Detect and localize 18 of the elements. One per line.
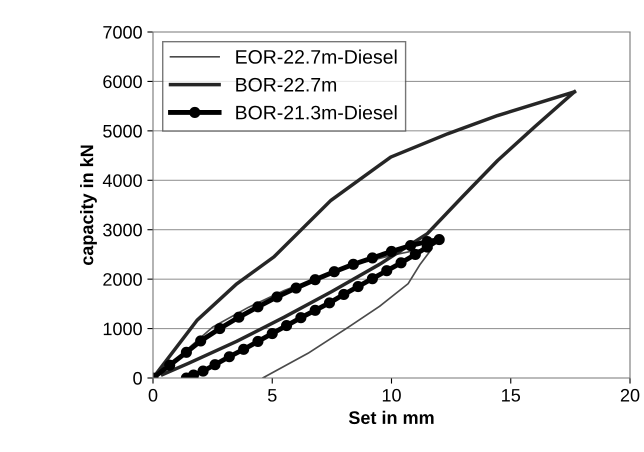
y-tick-label: 7000 [103,26,142,39]
y-tick-label: 3000 [103,224,142,236]
y-tick-label: 5000 [103,124,142,138]
y-tick-label: 0 [133,372,142,385]
x-tick-label: 5 [268,389,277,402]
x-tick-label: 20 [620,388,640,402]
y-tick-label: 1000 [104,322,142,336]
y-tick-label: 4000 [102,174,142,188]
x-axis-title: Set in mm [348,410,434,424]
x-tick-label: 10 [382,388,401,402]
y-tick-label: 2000 [103,273,142,286]
legend-label: BOR-21.3m-Diesel [236,105,397,120]
y-axis-title: capacity in kN [80,146,97,265]
legend-label: BOR-22.7m [236,78,336,92]
x-tick-label: 15 [502,389,520,402]
y-tick-label: 6000 [103,75,142,88]
legend-label: EOR-22.7m-Diesel [236,50,397,64]
x-tick-label: 0 [148,388,158,402]
